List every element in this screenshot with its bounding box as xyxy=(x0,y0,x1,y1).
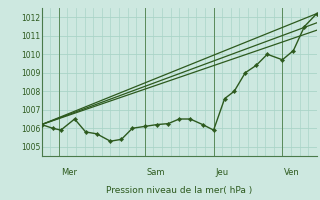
Text: Pression niveau de la mer( hPa ): Pression niveau de la mer( hPa ) xyxy=(106,186,252,195)
Text: Sam: Sam xyxy=(146,168,165,177)
Text: Ven: Ven xyxy=(284,168,300,177)
Text: Jeu: Jeu xyxy=(215,168,228,177)
Text: Mer: Mer xyxy=(61,168,77,177)
